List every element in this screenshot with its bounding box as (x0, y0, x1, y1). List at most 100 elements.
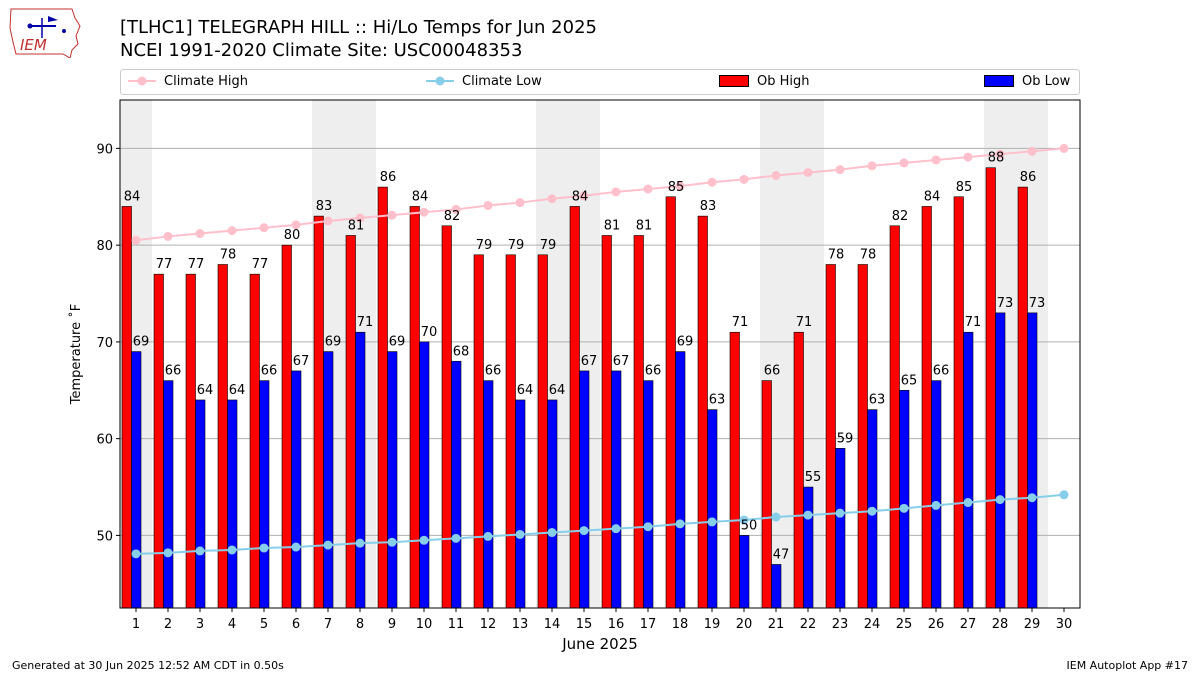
ob-low-bar (355, 331, 366, 609)
ob-low-bar (419, 341, 430, 609)
x-tick-label: 14 (544, 617, 561, 632)
ob-high-value-label: 77 (188, 257, 205, 272)
ob-low-value-label: 69 (389, 335, 406, 350)
climate-high-point (323, 216, 333, 226)
plot-frame (119, 99, 1081, 609)
x-tick-label: 1 (132, 617, 140, 632)
ob-high-bar (505, 254, 516, 609)
y-tick-label: 90 (96, 142, 113, 157)
iem-logo: IEM (9, 8, 81, 58)
ob-high-bar (569, 206, 580, 609)
ob-high-value-label: 79 (476, 238, 493, 253)
ob-high-value-label: 80 (284, 228, 301, 243)
ob-low-value-label: 59 (837, 431, 854, 446)
ob-low-value-label: 70 (421, 325, 438, 340)
climate-low-point (259, 543, 269, 553)
climate-high-point (227, 226, 237, 236)
ob-high-bar (217, 264, 228, 609)
climate-low-point (803, 510, 813, 520)
ob-low-bar (451, 360, 462, 609)
ob-low-bar (771, 564, 782, 609)
climate-high-point (611, 187, 621, 197)
climate-high-point (1027, 146, 1037, 156)
ob-low-value-label: 64 (517, 383, 534, 398)
climate-low-point (675, 519, 685, 529)
x-tick-label: 25 (896, 617, 913, 632)
ob-low-bar (611, 370, 622, 609)
y-axis-label: Temperature ˚F (68, 304, 84, 405)
ob-low-bar (963, 331, 974, 609)
legend-item-ob-high: Ob High (719, 72, 810, 90)
x-tick-label: 29 (1024, 617, 1041, 632)
ob-high-value-label: 84 (412, 189, 429, 204)
x-tick-label: 18 (672, 617, 689, 632)
climate-high-point (163, 231, 173, 241)
x-tick-label: 24 (864, 617, 881, 632)
ob-low-value-label: 67 (293, 354, 310, 369)
climate-high-point (643, 184, 653, 194)
ob-high-bar (537, 254, 548, 609)
ob-high-bar (665, 196, 676, 609)
climate-low-point (771, 512, 781, 522)
ob-high-bar (409, 206, 420, 609)
x-tick-label: 17 (640, 617, 657, 632)
ob-low-value-label: 65 (901, 373, 918, 388)
weekend-shade (792, 100, 824, 608)
ob-high-bar (793, 331, 804, 609)
ob-low-bar (739, 535, 750, 609)
ob-low-value-label: 73 (1029, 296, 1046, 311)
x-tick-label: 26 (928, 617, 945, 632)
ob-high-value-label: 82 (892, 209, 909, 224)
climate-high-point (803, 168, 813, 178)
x-tick-label: 9 (388, 617, 396, 632)
weekend-shade (568, 100, 600, 608)
ob-high-value-label: 86 (1020, 170, 1037, 185)
ob-low-value-label: 66 (485, 364, 502, 379)
climate-high-point (931, 155, 941, 165)
climate-high-point (899, 158, 909, 168)
ob-high-bar (601, 235, 612, 609)
climate-low-point (707, 517, 717, 527)
ob-low-bar (195, 399, 206, 609)
ob-low-bar (291, 370, 302, 609)
weekend-shade (120, 100, 152, 608)
ob-low-value-label: 47 (773, 547, 790, 562)
climate-high-point (483, 200, 493, 210)
iowa-state-outline-icon (9, 8, 81, 58)
ob-low-value-label: 69 (677, 335, 694, 350)
climate-low-point (931, 500, 941, 510)
footer-app: IEM Autoplot App #17 (1066, 659, 1189, 672)
climate-low-point (1027, 493, 1037, 503)
climate-low-point (867, 506, 877, 516)
climate-low-point (547, 528, 557, 538)
legend-label: Ob Low (1022, 73, 1071, 89)
ob-low-value-label: 68 (453, 344, 470, 359)
ob-low-bar (163, 380, 174, 609)
x-tick-label: 3 (196, 617, 204, 632)
x-tick-label: 27 (960, 617, 977, 632)
ob-high-value-label: 79 (508, 238, 525, 253)
ob-low-bar (483, 380, 494, 609)
climate-low-point (451, 533, 461, 543)
climate-high-point (195, 229, 205, 239)
ob-low-value-label: 63 (709, 393, 726, 408)
weekend-shade (760, 100, 792, 608)
ob-high-value-label: 81 (604, 218, 621, 233)
ob-high-value-label: 83 (700, 199, 717, 214)
climate-high-point (995, 149, 1005, 159)
ob-low-bar (323, 351, 334, 609)
ob-low-value-label: 66 (165, 364, 182, 379)
legend (120, 69, 1080, 95)
climate-high-point (291, 220, 301, 230)
climate-high-point (259, 223, 269, 233)
ob-high-bar (889, 225, 900, 609)
climate-high-point (451, 204, 461, 214)
ob-low-bar (835, 448, 846, 609)
climate-low-point (963, 498, 973, 508)
ob-high-bar (921, 206, 932, 609)
x-tick-label: 19 (704, 617, 721, 632)
climate-low-point (899, 503, 909, 513)
ob-high-value-label: 71 (796, 315, 813, 330)
x-tick-label: 6 (292, 617, 300, 632)
x-tick-label: 20 (736, 617, 753, 632)
